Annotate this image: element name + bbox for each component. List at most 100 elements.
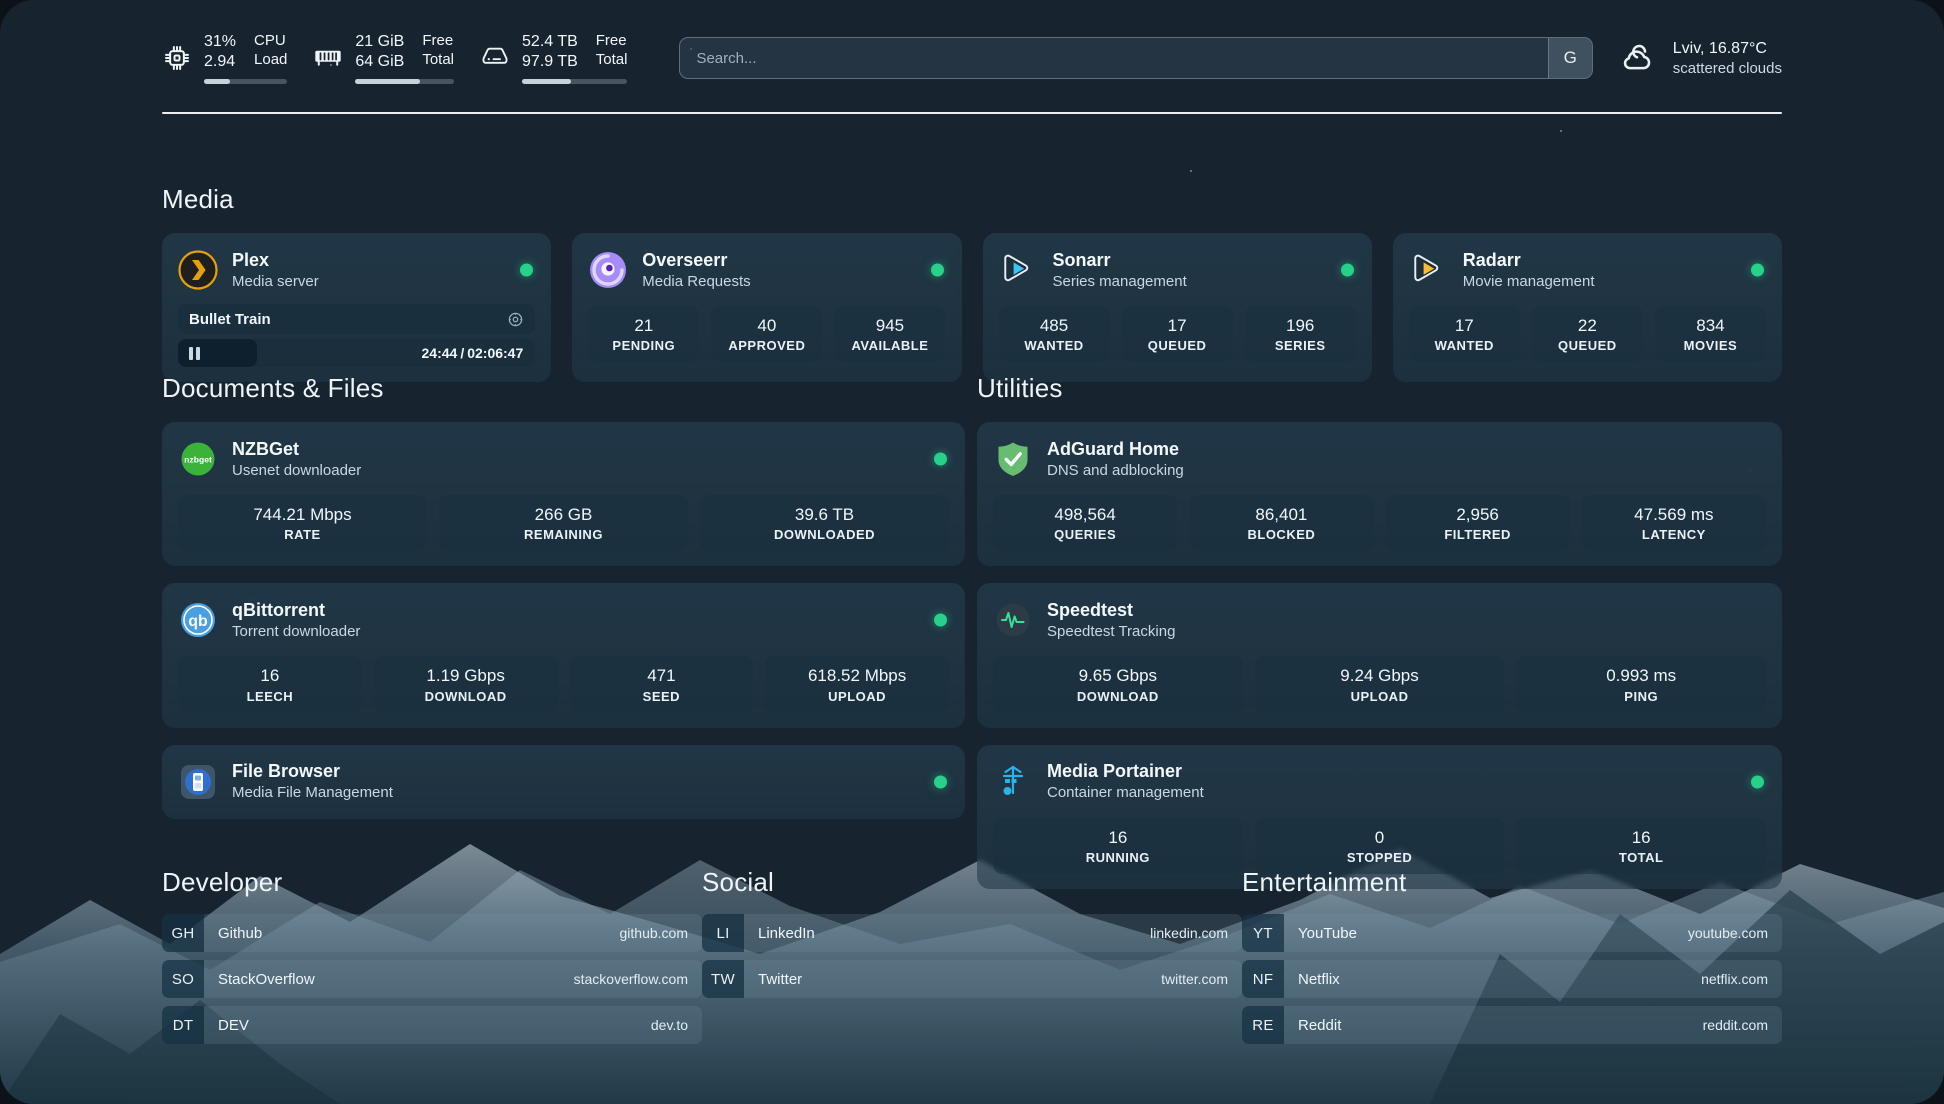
bookmark-item[interactable]: DT DEV dev.to [162, 1006, 702, 1044]
bookmark-badge: YT [1242, 914, 1284, 952]
overseerr-logo [588, 250, 628, 290]
service-name: Overseerr [642, 249, 728, 270]
service-card-adguard-home[interactable]: AdGuard Home DNS and adblocking 498,564 … [977, 422, 1782, 567]
service-subtitle: Media server [232, 272, 319, 290]
bookmark-url: linkedin.com [1150, 925, 1228, 941]
bookmark-badge: LI [702, 914, 744, 952]
stat-label: WANTED [1434, 338, 1494, 354]
sonarr-logo [999, 250, 1039, 290]
stat-label: DOWNLOADED [773, 527, 876, 543]
stat-value: 39.6 TB [794, 505, 855, 524]
bookmark-url: reddit.com [1702, 1017, 1768, 1033]
service-card-overseerr[interactable]: Overseerr Media Requests 21 PENDING 40 A… [572, 233, 962, 382]
section-title-media: Media [162, 184, 234, 214]
stat-label: QUERIES [1054, 527, 1117, 543]
playback-progress-bar[interactable]: 24:44/02:06:47 [178, 339, 536, 367]
bookmark-item[interactable]: RE Reddit reddit.com [1242, 1006, 1782, 1044]
bookmark-url: youtube.com [1687, 925, 1768, 941]
stat-value: 0 [1374, 827, 1385, 847]
playback-elapsed: 24:44 [421, 345, 458, 361]
bookmark-name: Github [218, 924, 263, 942]
stat-tile: 1.19 Gbps DOWNLOAD [373, 656, 558, 713]
bookmark-name: LinkedIn [758, 924, 815, 942]
plex-logo [178, 250, 218, 290]
resource-widget-disk: 52.4 TB 97.9 TB Free Total [480, 32, 628, 84]
disk-value: 52.4 TB [522, 33, 578, 51]
bookmark-item[interactable]: NF Netflix netflix.com [1242, 960, 1782, 998]
weather-description: scattered clouds [1672, 59, 1782, 77]
service-card-nzbget[interactable]: nzbget NZBGet Usenet downloader 744.21 M… [162, 422, 965, 567]
cpu-label-secondary: Load [254, 50, 288, 68]
bookmark-url: github.com [619, 925, 688, 941]
stat-label: QUEUED [1558, 338, 1617, 354]
cpu-label: CPU [254, 32, 286, 50]
playback-time: 24:44/02:06:47 [422, 345, 524, 361]
stat-tile: 266 GB REMAINING [439, 495, 688, 552]
status-indicator-online [930, 263, 944, 277]
status-indicator-online [520, 263, 534, 277]
memory-value: 21 GiB [355, 33, 405, 51]
stat-tile: 17 QUEUED [1121, 306, 1233, 363]
section-entertainment: Entertainment YT YouTube youtube.com NF … [1242, 867, 1782, 1044]
service-card-speedtest[interactable]: Speedtest Speedtest Tracking 9.65 Gbps D… [977, 583, 1782, 728]
resource-widget-memory: 21 GiB 64 GiB Free Total [313, 32, 455, 84]
service-card-sonarr[interactable]: Sonarr Series management 485 WANTED 17 Q… [982, 233, 1372, 382]
stat-label: RUNNING [1085, 849, 1150, 865]
svg-text:nzbget: nzbget [184, 455, 212, 465]
bookmark-item[interactable]: LI LinkedIn linkedin.com [702, 914, 1242, 952]
bookmark-name: Reddit [1298, 1016, 1342, 1034]
stat-value: 945 [875, 316, 905, 335]
bookmark-badge: NF [1242, 960, 1284, 998]
nzbget-logo: nzbget [178, 439, 218, 479]
pause-icon[interactable] [189, 346, 200, 360]
service-name: Radarr [1462, 249, 1521, 270]
stat-tile: 834 MOVIES [1654, 306, 1766, 363]
service-subtitle: Media File Management [232, 784, 393, 802]
stat-label: UPLOAD [828, 688, 887, 704]
stat-tile: 16 RUNNING [993, 817, 1243, 874]
stat-tile: 47.569 ms LATENCY [1581, 495, 1766, 552]
service-card-file-browser[interactable]: File Browser Media File Management [162, 744, 965, 819]
stat-tile: 0 STOPPED [1254, 817, 1505, 874]
bookmark-item[interactable]: YT YouTube youtube.com [1242, 914, 1782, 952]
service-card-radarr[interactable]: Radarr Movie management 17 WANTED 22 QUE… [1392, 233, 1782, 382]
service-card-plex[interactable]: Plex Media server Bullet Train [162, 233, 552, 382]
stat-value: 21 [634, 316, 654, 335]
bookmark-item[interactable]: GH Github github.com [162, 914, 702, 952]
service-name: Speedtest [1047, 599, 1134, 620]
resource-widget-cpu: 31% 2.94 CPU Load [162, 32, 288, 84]
cloud-icon [1619, 41, 1659, 75]
gear-icon[interactable] [507, 311, 524, 328]
stat-tile: 618.52 Mbps UPLOAD [765, 656, 949, 713]
stat-value: 485 [1039, 316, 1069, 335]
memory-label-secondary: Total [422, 50, 455, 68]
status-indicator-online [934, 613, 947, 627]
stat-tile: 9.65 Gbps DOWNLOAD [993, 656, 1243, 713]
search-input[interactable] [680, 38, 1548, 78]
stat-value: 266 GB [534, 505, 593, 524]
service-card-qbittorrent[interactable]: qb qBittorrent Torrent downloader 16 LEE… [162, 583, 965, 728]
stat-value: 9.24 Gbps [1340, 666, 1419, 686]
now-playing: Bullet Train 24:44/02:06:47 [178, 304, 536, 367]
search-bar[interactable]: G [679, 37, 1593, 79]
portainer-logo [993, 762, 1033, 802]
section-documents: Documents & Files nzbget NZBGet Usenet d… [162, 373, 965, 819]
service-subtitle: Torrent downloader [232, 623, 361, 641]
bookmark-item[interactable]: TW Twitter twitter.com [702, 960, 1242, 998]
search-engine-button[interactable]: G [1547, 38, 1592, 78]
cpu-value: 31% [204, 33, 237, 51]
section-utilities: Utilities AdGuard Home DNS and adblockin… [977, 373, 1782, 889]
section-social: Social LI LinkedIn linkedin.com TW Twitt… [702, 867, 1242, 998]
stat-value: 1.19 Gbps [426, 666, 505, 686]
weather-widget[interactable]: Lviv, 16.87°C scattered clouds [1619, 38, 1782, 79]
stat-value: 0.993 ms [1606, 666, 1677, 686]
service-card-media-portainer[interactable]: Media Portainer Container management 16 … [977, 744, 1782, 889]
stat-tile: 39.6 TB DOWNLOADED [700, 495, 949, 552]
cpu-icon [162, 43, 192, 73]
bookmark-item[interactable]: SO StackOverflow stackoverflow.com [162, 960, 702, 998]
disk-usage-bar [522, 78, 628, 84]
disk-label: Free [595, 32, 627, 50]
bookmark-badge: GH [162, 914, 204, 952]
service-subtitle: Container management [1047, 784, 1204, 802]
stat-tile: 21 PENDING [588, 306, 700, 363]
